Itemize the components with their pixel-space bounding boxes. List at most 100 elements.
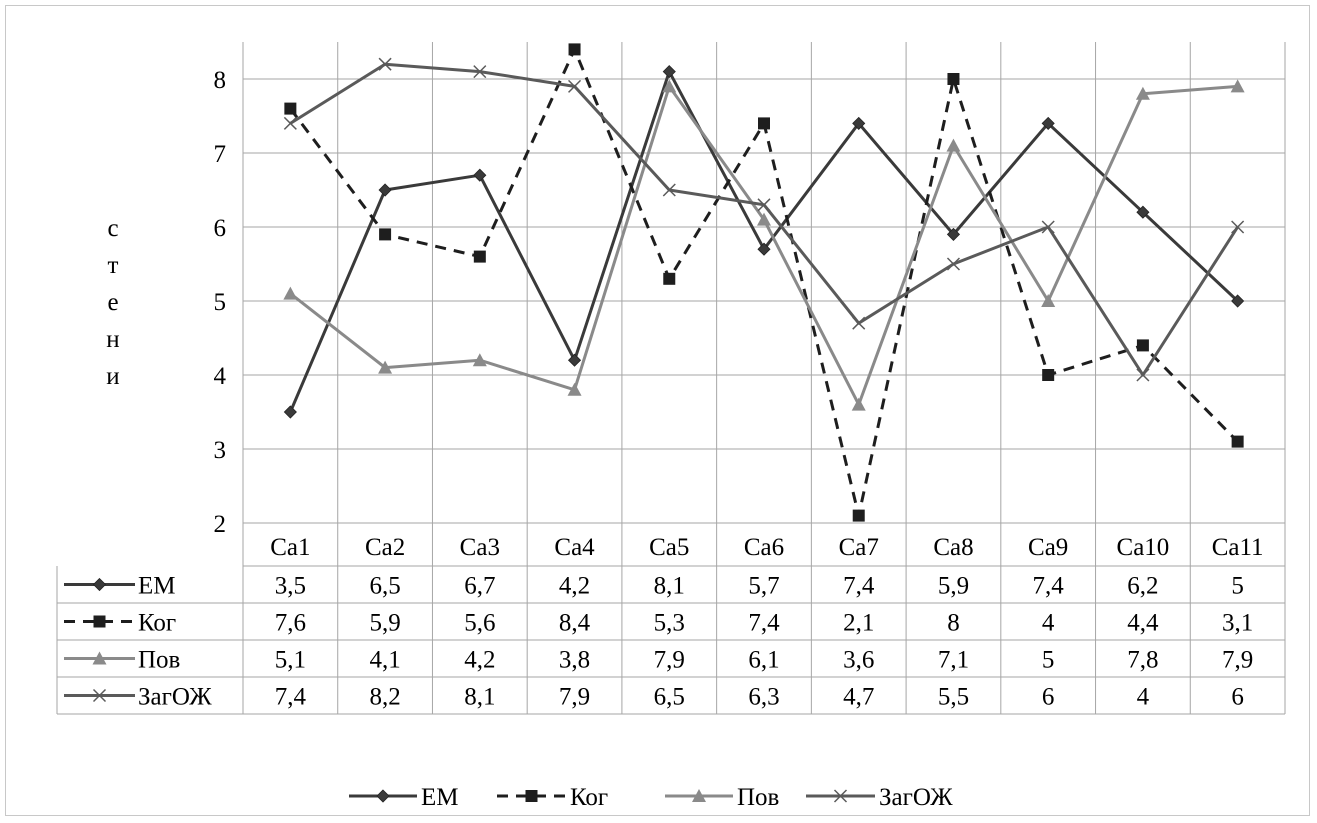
legend-marker <box>376 789 390 803</box>
data-point <box>758 117 770 130</box>
table-cell: 5,5 <box>938 684 969 711</box>
data-point <box>1136 368 1150 382</box>
x-tick-label: Ca4 <box>554 534 595 561</box>
data-point <box>946 227 961 241</box>
table-cell: 7,9 <box>654 647 685 674</box>
data-point <box>568 79 582 93</box>
y-axis-label-letter: е <box>107 289 118 316</box>
table-cell: 8 <box>947 610 960 637</box>
data-point <box>852 509 865 522</box>
data-point <box>283 405 297 419</box>
table-cell: 2,1 <box>843 610 874 637</box>
legend-marker <box>692 789 706 802</box>
legend-key <box>806 789 875 803</box>
table-cell: 7,4 <box>748 610 780 637</box>
data-point <box>662 183 676 197</box>
table-cell: 7,9 <box>1222 647 1253 674</box>
x-tick-label: Ca6 <box>744 534 784 561</box>
x-tick-label: Ca10 <box>1117 534 1170 561</box>
table-cell: 3,5 <box>275 573 306 600</box>
table-cell: 6,5 <box>654 684 685 711</box>
legend-item: Ког <box>497 784 608 811</box>
legend-key <box>665 789 733 802</box>
series-lines <box>283 43 1245 522</box>
table-cell: 6,1 <box>748 647 779 674</box>
y-tick-label: 8 <box>214 67 227 94</box>
legend-key <box>349 789 417 803</box>
legend-label: Ког <box>570 784 608 811</box>
table-cell: 5,1 <box>275 647 306 674</box>
y-axis-label-letter: т <box>108 252 119 279</box>
data-point <box>946 257 960 271</box>
legend-key <box>64 651 135 665</box>
table-cell: 4 <box>1042 610 1055 637</box>
legend-marker <box>92 651 107 665</box>
y-tick-label: 4 <box>214 363 227 390</box>
legend-key <box>64 615 135 628</box>
table-cell: 5 <box>1042 647 1055 674</box>
data-point <box>1230 79 1245 93</box>
y-tick-label: 5 <box>214 289 227 316</box>
x-tick-label: Ca7 <box>839 534 879 561</box>
data-point <box>1136 339 1149 352</box>
table-cell: 3,6 <box>843 647 874 674</box>
table-cell: 5,7 <box>748 573 779 600</box>
table-cell: 5,3 <box>654 610 685 637</box>
data-point <box>378 183 392 197</box>
table-cell: 3,1 <box>1222 610 1253 637</box>
table-cell: 4,2 <box>464 647 495 674</box>
y-axis-label-letter: и <box>106 363 119 390</box>
data-point <box>473 168 487 182</box>
y-tick-label: 2 <box>214 511 227 538</box>
table-cell: 7,1 <box>938 647 969 674</box>
x-tick-label: Ca3 <box>460 534 500 561</box>
x-tick-label: Ca9 <box>1028 534 1068 561</box>
table-cell: 6,2 <box>1127 573 1158 600</box>
legend-label: Пов <box>737 784 779 811</box>
legend-label: ЕМ <box>421 784 459 811</box>
table-cell: 6 <box>1231 684 1244 711</box>
table-cell: 7,4 <box>843 573 875 600</box>
table-cell: 4,7 <box>843 684 874 711</box>
table-cell: 6,3 <box>748 684 779 711</box>
table-cell: 7,9 <box>559 684 590 711</box>
table-series-name: Ког <box>138 610 176 637</box>
table-cell: 3,8 <box>559 647 590 674</box>
legend-key <box>497 790 566 802</box>
data-point <box>852 116 866 130</box>
y-tick-label: 6 <box>214 215 227 242</box>
data-point <box>946 138 961 152</box>
legend-marker <box>92 577 107 592</box>
table-cell: 7,4 <box>275 684 307 711</box>
table-cell: 4 <box>1137 684 1150 711</box>
data-point <box>472 353 487 367</box>
table-cell: 6 <box>1042 684 1055 711</box>
y-axis: 2 3 4 5 6 7 8 <box>214 67 227 538</box>
y-axis-label-letter: с <box>107 215 118 242</box>
data-point <box>757 212 771 226</box>
legend-marker <box>525 790 538 802</box>
y-axis-label-letter: н <box>106 326 119 353</box>
legend-marker <box>833 789 848 803</box>
legend-item: Пов <box>665 784 779 811</box>
table-cell: 8,1 <box>654 573 685 600</box>
legend-item: ЗагОЖ <box>806 784 953 811</box>
table-cell: 4,2 <box>559 573 590 600</box>
data-point <box>378 57 392 71</box>
table-cell: 5,9 <box>938 573 969 600</box>
data-point <box>283 286 298 300</box>
legend: ЕМ Ког Пов ЗагОЖ <box>349 784 953 811</box>
data-point <box>1041 294 1056 307</box>
legend-item: ЕМ <box>349 784 459 811</box>
table-cell: 5,9 <box>369 610 400 637</box>
data-point <box>1042 369 1055 381</box>
data-point <box>662 79 677 93</box>
data-point <box>378 360 393 374</box>
legend-label: ЗагОЖ <box>879 784 953 811</box>
table-cell: 8,2 <box>369 684 400 711</box>
data-point <box>1041 220 1055 234</box>
x-tick-label: Ca1 <box>270 534 310 561</box>
data-point <box>1041 116 1055 130</box>
